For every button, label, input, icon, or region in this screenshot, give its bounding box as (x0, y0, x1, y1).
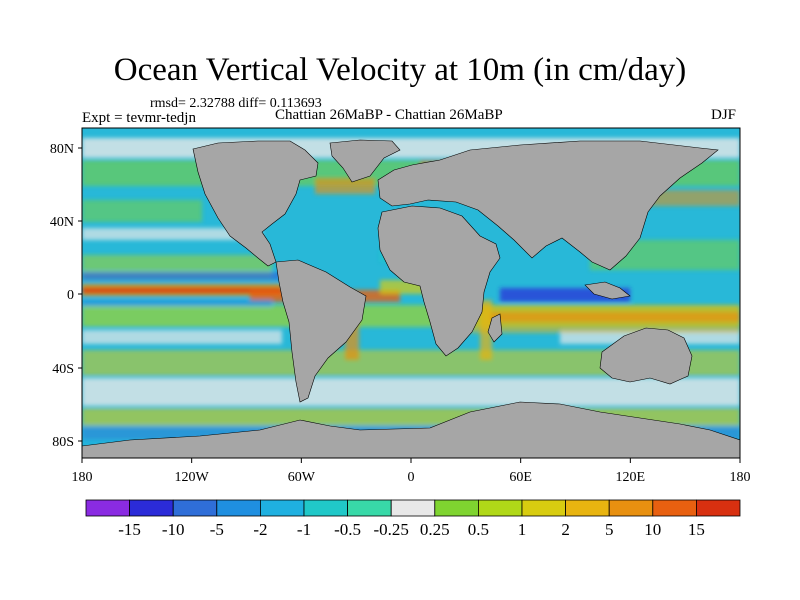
experiment-label: Expt = tevmr-tedjn (82, 110, 196, 126)
colorbar-label: -5 (210, 520, 224, 539)
map-plot-area (82, 128, 740, 458)
madagascar (487, 313, 503, 343)
colorbar-label: 0.5 (468, 520, 489, 539)
lon-tick-label: 180 (730, 470, 751, 485)
colorbar-swatch (608, 499, 654, 517)
colorbar-label: -10 (162, 520, 185, 539)
north-america (192, 140, 319, 267)
colorbar-swatch (347, 499, 392, 517)
colorbar-swatch (390, 499, 436, 517)
colorbar-label: -15 (118, 520, 141, 539)
africa (377, 205, 501, 357)
greenland (329, 139, 401, 183)
colorbar-label: -1 (297, 520, 311, 539)
colorbar-label: 0.25 (420, 520, 450, 539)
lat-tick-label: 40S (52, 362, 74, 377)
lat-tick-label: 80N (50, 142, 74, 157)
colorbar-swatch (172, 499, 218, 517)
colorbar-swatch (696, 499, 741, 517)
stats-text: rmsd= 2.32788 diff= 0.113693 (150, 96, 322, 111)
land-masses (82, 139, 740, 458)
colorbar-label: 10 (644, 520, 661, 539)
lon-tick-label: 120E (616, 470, 646, 485)
south-america (275, 259, 367, 403)
indonesia-islands (584, 281, 631, 300)
colorbar-swatch (434, 499, 479, 517)
lon-tick-label: 120W (175, 470, 210, 485)
colorbar-swatch (129, 499, 174, 517)
lat-tick-label: 0 (67, 288, 74, 303)
lon-tick-label: 60W (288, 470, 316, 485)
colorbar-swatch (652, 499, 697, 517)
lon-tick-label: 180 (72, 470, 93, 485)
colorbar-swatch (85, 499, 130, 517)
colorbar-swatch (216, 499, 261, 517)
season-label: DJF (711, 107, 737, 123)
lat-tick-label: 80S (52, 435, 74, 450)
colorbar-label: 5 (605, 520, 614, 539)
longitude-axis: 180 120W 60W 0 60E 120E 180 (72, 458, 751, 485)
colorbar-label: 2 (561, 520, 570, 539)
colorbar-label: -0.5 (334, 520, 361, 539)
colorbar: -15 -10 -5 -2 -1 -0.5 -0.25 0.25 0.5 1 2 5 10 15 (85, 499, 741, 539)
colorbar-label: -2 (253, 520, 267, 539)
colorbar-swatch (565, 499, 610, 517)
colorbar-swatch (303, 499, 348, 517)
colorbar-swatch (521, 499, 566, 517)
figure-title: Ocean Vertical Velocity at 10m (in cm/da… (113, 52, 687, 88)
period-label: Chattian 26MaBP - Chattian 26MaBP (275, 107, 503, 123)
colorbar-label: -0.25 (373, 520, 408, 539)
eurasia (377, 140, 719, 271)
latitude-axis: 80N 40N 0 40S 80S (50, 142, 82, 450)
lon-tick-label: 60E (509, 470, 532, 485)
colorbar-label: 1 (518, 520, 527, 539)
lon-tick-label: 0 (408, 470, 415, 485)
colorbar-swatch (259, 499, 305, 517)
australia (599, 327, 693, 385)
colorbar-label: 15 (688, 520, 705, 539)
colorbar-swatch (477, 499, 523, 517)
antarctica (82, 401, 740, 458)
lat-tick-label: 40N (50, 215, 74, 230)
